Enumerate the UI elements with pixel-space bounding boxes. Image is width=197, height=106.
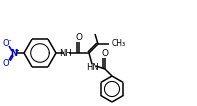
Text: +: + [14, 48, 19, 53]
Text: N: N [10, 49, 18, 57]
Text: O: O [3, 59, 9, 68]
Text: CH₃: CH₃ [112, 40, 126, 49]
Text: -: - [9, 37, 11, 43]
Text: HN: HN [87, 63, 99, 72]
Text: O: O [3, 38, 9, 47]
Text: NH: NH [60, 49, 72, 57]
Text: O: O [101, 50, 109, 59]
Text: O: O [75, 33, 83, 43]
